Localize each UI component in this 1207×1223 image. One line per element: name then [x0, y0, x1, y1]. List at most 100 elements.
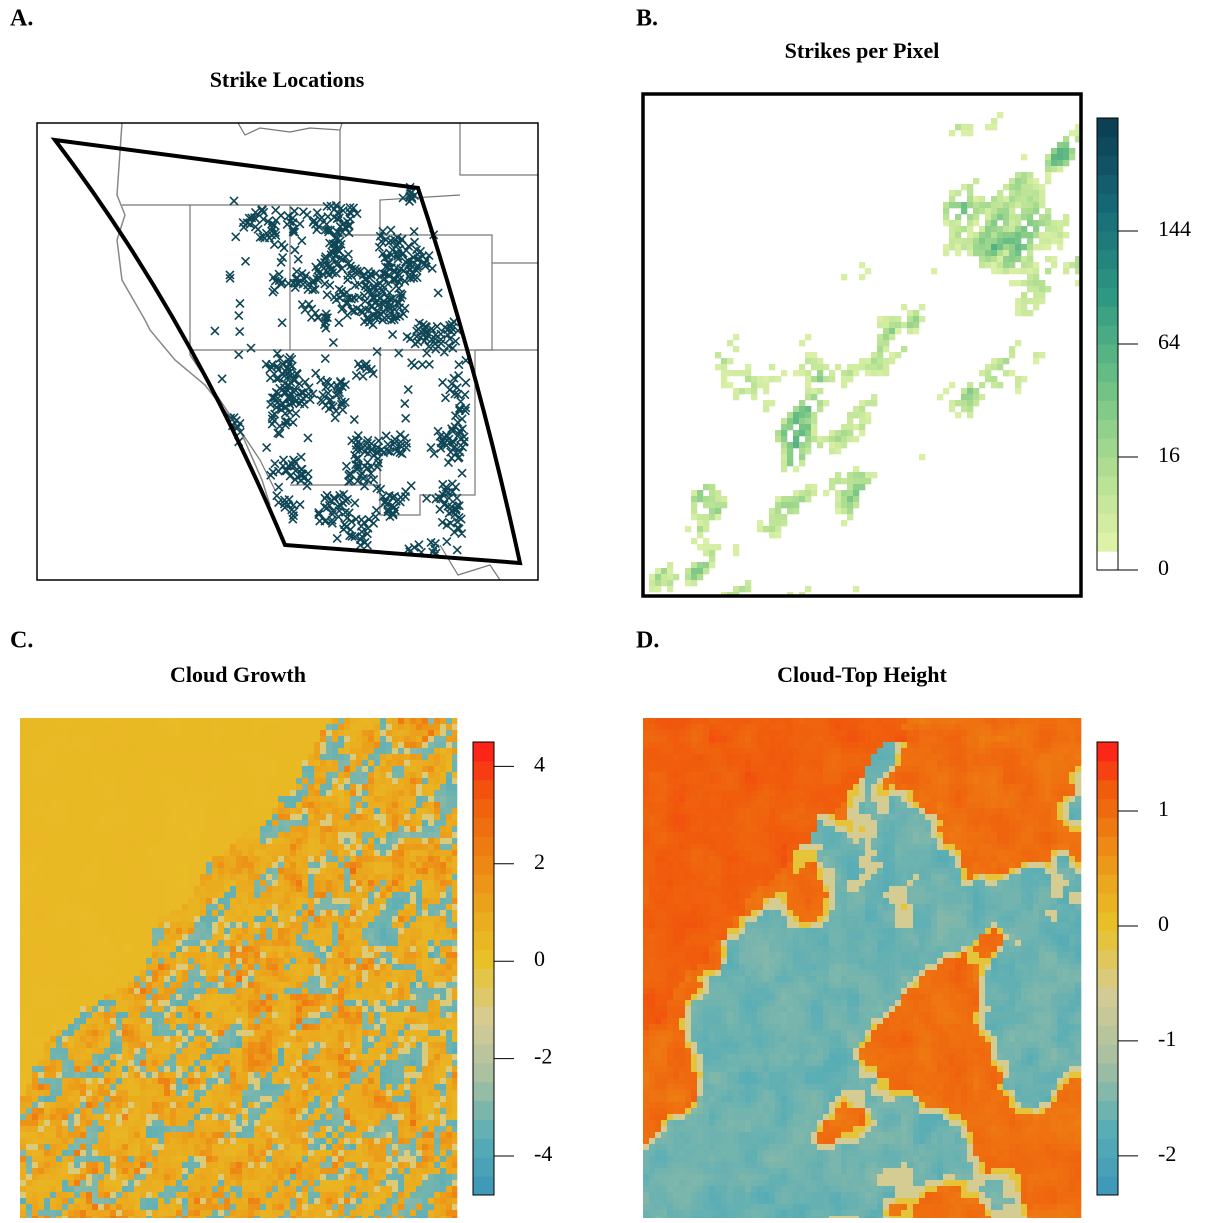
- raster-cell: [985, 364, 991, 370]
- raster-cell: [344, 742, 350, 748]
- raster-cell: [248, 742, 254, 748]
- raster-cell: [1063, 154, 1069, 160]
- raster-cell: [68, 1060, 74, 1066]
- raster-cell: [26, 982, 32, 988]
- raster-cell: [859, 472, 865, 478]
- raster-cell: [152, 1054, 158, 1060]
- raster-cell: [404, 1036, 410, 1042]
- raster-cell: [44, 856, 50, 862]
- raster-cell: [967, 220, 973, 226]
- raster-cell: [254, 844, 260, 850]
- raster-cell: [374, 910, 380, 916]
- raster-cell: [434, 952, 440, 958]
- raster-cell: [332, 976, 338, 982]
- raster-cell: [56, 946, 62, 952]
- raster-cell: [973, 220, 979, 226]
- raster-cell: [440, 1018, 446, 1024]
- raster-cell: [284, 1030, 290, 1036]
- raster-cell: [218, 1048, 224, 1054]
- raster-cell: [991, 262, 997, 268]
- raster-cell: [146, 1048, 152, 1054]
- raster-cell: [278, 844, 284, 850]
- raster-cell: [152, 856, 158, 862]
- raster-cell: [320, 1012, 326, 1018]
- raster-cell: [74, 970, 80, 976]
- raster-cell: [62, 976, 68, 982]
- raster-cell: [326, 1030, 332, 1036]
- raster-cell: [182, 964, 188, 970]
- raster-cell: [374, 898, 380, 904]
- raster-cell: [92, 1042, 98, 1048]
- raster-cell: [332, 952, 338, 958]
- raster-cell: [446, 1012, 452, 1018]
- raster-cell: [314, 904, 320, 910]
- raster-cell: [302, 844, 308, 850]
- raster-cell: [392, 1012, 398, 1018]
- raster-cell: [278, 724, 284, 730]
- raster-cell: [404, 814, 410, 820]
- raster-cell: [200, 826, 206, 832]
- raster-cell: [344, 754, 350, 760]
- raster-cell: [284, 1048, 290, 1054]
- raster-cell: [122, 832, 128, 838]
- raster-cell: [296, 796, 302, 802]
- raster-cell: [278, 790, 284, 796]
- raster-cell: [68, 1012, 74, 1018]
- raster-cell: [290, 880, 296, 886]
- raster-cell: [446, 898, 452, 904]
- raster-cell: [1015, 304, 1021, 310]
- raster-cell: [80, 862, 86, 868]
- raster-cell: [416, 790, 422, 796]
- raster-cell: [302, 784, 308, 790]
- raster-cell: [68, 910, 74, 916]
- raster-cell: [320, 916, 326, 922]
- raster-cell: [380, 1048, 386, 1054]
- raster-cell: [50, 964, 56, 970]
- raster-cell: [368, 976, 374, 982]
- raster-cell: [44, 772, 50, 778]
- raster-cell: [200, 976, 206, 982]
- raster-cell: [338, 856, 344, 862]
- raster-cell: [26, 1012, 32, 1018]
- raster-cell: [320, 844, 326, 850]
- raster-cell: [422, 772, 428, 778]
- raster-cell: [248, 1030, 254, 1036]
- raster-cell: [176, 928, 182, 934]
- raster-cell: [206, 742, 212, 748]
- raster-cell: [170, 844, 176, 850]
- raster-cell: [80, 778, 86, 784]
- raster-cell: [296, 1048, 302, 1054]
- raster-cell: [38, 928, 44, 934]
- raster-cell: [781, 418, 787, 424]
- raster-cell: [242, 1006, 248, 1012]
- raster-cell: [182, 898, 188, 904]
- raster-cell: [284, 760, 290, 766]
- raster-cell: [116, 892, 122, 898]
- raster-cell: [404, 934, 410, 940]
- raster-cell: [811, 388, 817, 394]
- raster-cell: [68, 724, 74, 730]
- raster-cell: [110, 790, 116, 796]
- raster-cell: [32, 1066, 38, 1072]
- raster-cell: [398, 850, 404, 856]
- raster-cell: [110, 808, 116, 814]
- raster-cell: [338, 946, 344, 952]
- raster-cell: [320, 886, 326, 892]
- raster-cell: [98, 1042, 104, 1048]
- raster-cell: [206, 1042, 212, 1048]
- raster-cell: [74, 826, 80, 832]
- raster-cell: [398, 718, 404, 724]
- raster-cell: [374, 1000, 380, 1006]
- raster-cell: [254, 766, 260, 772]
- raster-cell: [74, 1066, 80, 1072]
- raster-cell: [398, 994, 404, 1000]
- raster-cell: [721, 364, 727, 370]
- raster-cell: [1033, 190, 1039, 196]
- raster-cell: [1015, 232, 1021, 238]
- raster-cell: [338, 1018, 344, 1024]
- raster-cell: [811, 430, 817, 436]
- raster-cell: [140, 742, 146, 748]
- raster-cell: [242, 808, 248, 814]
- raster-cell: [206, 1024, 212, 1030]
- raster-cell: [380, 832, 386, 838]
